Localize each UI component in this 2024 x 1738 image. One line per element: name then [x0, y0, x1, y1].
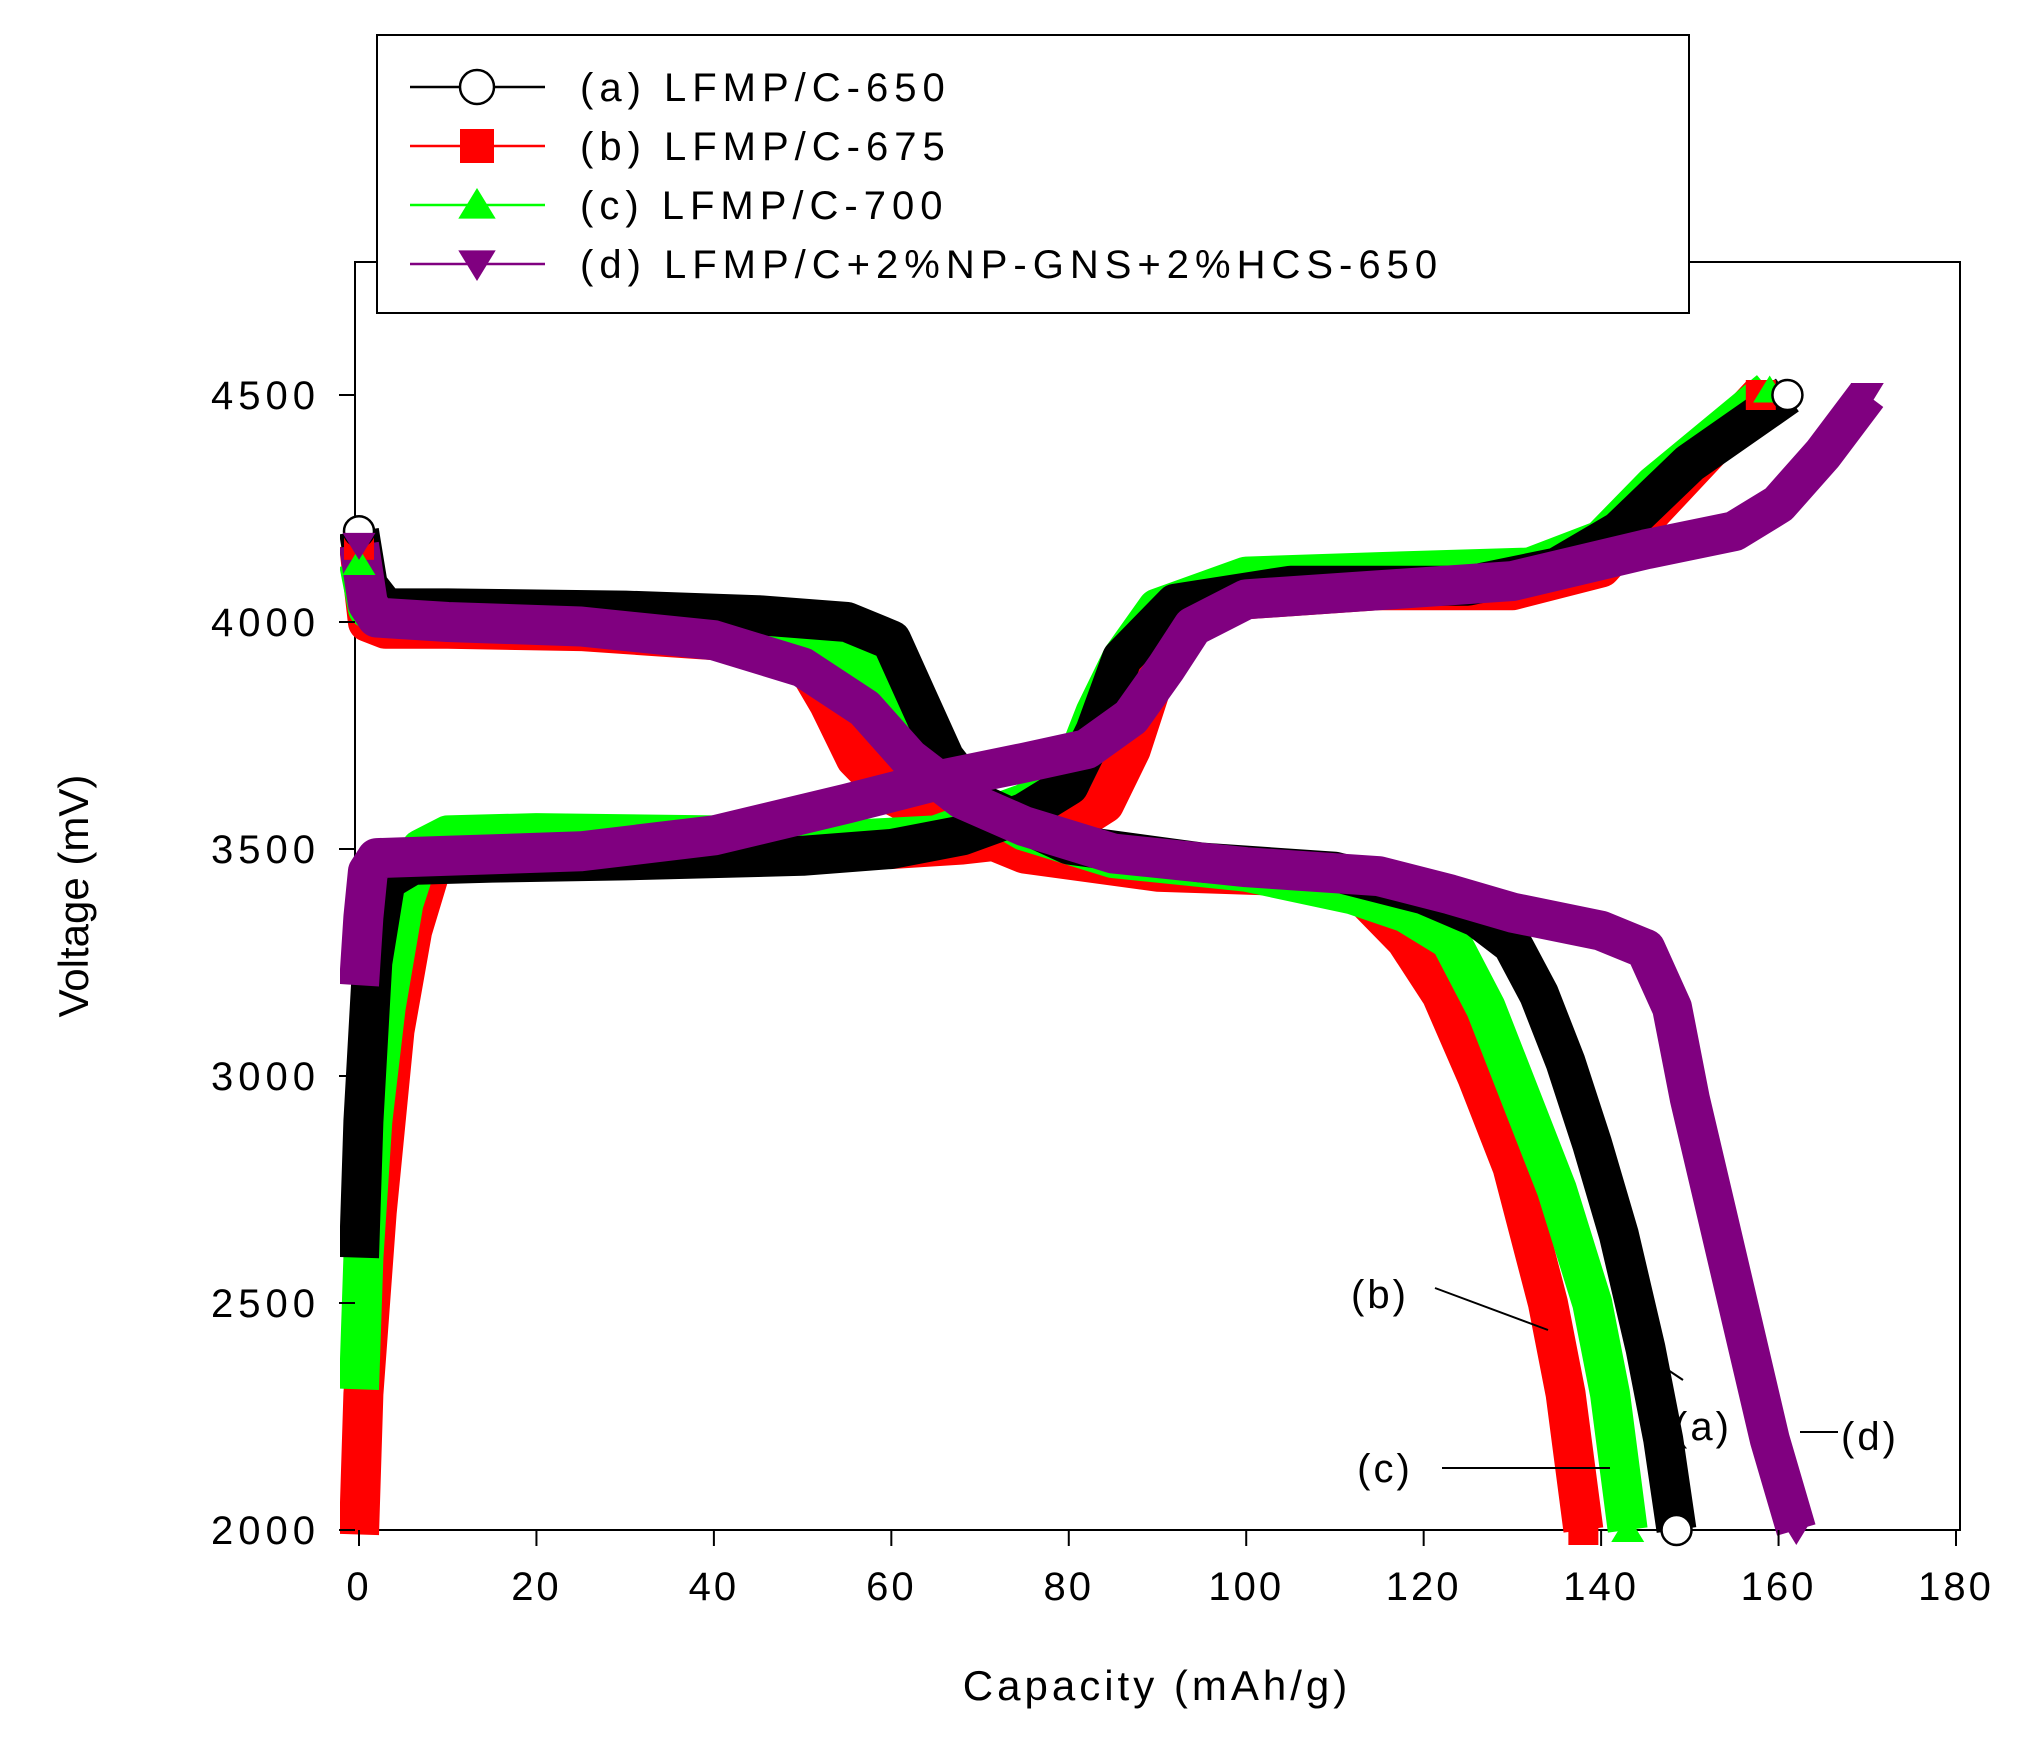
x-tick-label: 140: [1563, 1565, 1639, 1609]
x-tick-label: 120: [1386, 1565, 1462, 1609]
series-marker-d: [1779, 1518, 1813, 1545]
series-marker-c: [342, 547, 376, 575]
annotation-label: (b): [1351, 1273, 1409, 1317]
y-tick-label: 2500: [211, 1282, 320, 1326]
legend-box: [376, 34, 1690, 314]
series-marker-a: [1660, 1513, 1693, 1547]
legend-marker: [458, 188, 496, 219]
annotation-leader-line: [1655, 1361, 1684, 1381]
series-layer: [340, 375, 1884, 1547]
annotation-label: (c): [1357, 1447, 1413, 1491]
x-tick-label: 100: [1208, 1565, 1284, 1609]
x-tick-label: 0: [346, 1565, 371, 1609]
annotation-label: (d): [1841, 1415, 1899, 1459]
series-line-c-discharge: [340, 559, 1648, 1533]
y-tick-label: 3000: [211, 1055, 320, 1099]
y-tick-label: 2000: [211, 1509, 320, 1553]
series-line-d-discharge: [340, 541, 1816, 1536]
annotation-leader-line: [1434, 1287, 1549, 1331]
legend: (a) LFMP/C-650 (b) LFMP/C-675 (c) LFMP/C-7…: [376, 34, 1690, 314]
legend-marker: [458, 250, 496, 281]
legend-label: (d) LFMP/C+2%NP-GNS+2%HCS-650: [580, 243, 1443, 287]
x-tick-label: 60: [866, 1565, 917, 1609]
y-tick-label: 4000: [211, 601, 320, 645]
x-tick-label: 160: [1741, 1565, 1817, 1609]
series-marker-d: [1850, 383, 1884, 410]
x-tick-label: 40: [689, 1565, 740, 1609]
series-marker-a: [1771, 378, 1804, 412]
legend-label: (c) LFMP/C-700: [580, 184, 949, 228]
series-marker-b: [1568, 1515, 1599, 1545]
series-marker-d: [342, 532, 376, 560]
series-line-b-discharge: [340, 542, 1604, 1533]
x-axis-title: Capacity (mAh/g): [963, 1662, 1351, 1709]
x-tick-label: 180: [1918, 1565, 1994, 1609]
axis-ticks: 0 20 40 60 80 100 120 140 160 180 2000 2500 3000 3500…: [211, 374, 1994, 1609]
x-tick-label: 20: [511, 1565, 562, 1609]
annotation-label: (a): [1674, 1405, 1732, 1449]
legend-items: (a) LFMP/C-650 (b) LFMP/C-675 (c) LFMP/C-7…: [410, 66, 1443, 287]
series-marker-c: [1611, 1515, 1645, 1542]
x-tick-label: 80: [1044, 1565, 1095, 1609]
legend-marker: [460, 129, 494, 163]
curve-annotations: (b) (a) (c) (d): [1351, 1273, 1899, 1491]
y-tick-label: 3500: [211, 828, 320, 872]
y-axis-title: Voltage (mV): [50, 775, 97, 1018]
y-tick-label: 4500: [211, 374, 320, 418]
legend-label: (a) LFMP/C-650: [580, 66, 951, 110]
legend-label: (b) LFMP/C-675: [580, 125, 951, 169]
legend-marker: [458, 68, 496, 106]
series-line-d-charge: [340, 382, 1884, 987]
